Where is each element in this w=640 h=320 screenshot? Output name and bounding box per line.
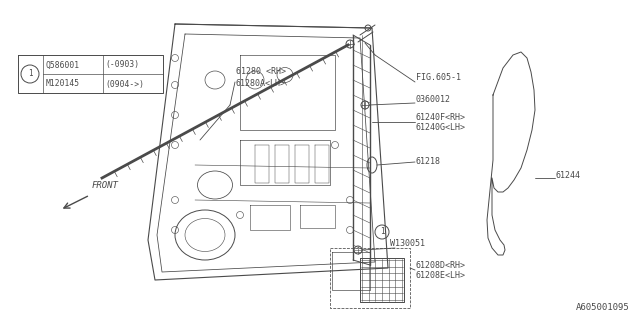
Text: FIG.605-1: FIG.605-1 [416,74,461,83]
Text: FRONT: FRONT [92,180,119,189]
Text: 61240G<LH>: 61240G<LH> [416,124,466,132]
Text: A605001095: A605001095 [576,303,630,312]
Text: Q586001: Q586001 [46,60,80,69]
Text: 61218: 61218 [416,157,441,166]
Text: 61208E<LH>: 61208E<LH> [416,271,466,281]
Text: 61280 <RH>: 61280 <RH> [236,68,286,76]
Text: 61280A<LH>: 61280A<LH> [236,78,286,87]
Text: 61208D<RH>: 61208D<RH> [416,260,466,269]
Text: 1: 1 [28,69,32,78]
Text: 1: 1 [380,228,384,236]
Text: M120145: M120145 [46,79,80,89]
Text: (-0903): (-0903) [105,60,139,69]
Text: 0360012: 0360012 [416,95,451,105]
Text: W130051: W130051 [390,238,425,247]
Text: (0904->): (0904->) [105,79,144,89]
Text: 61244: 61244 [556,171,581,180]
Text: 61240F<RH>: 61240F<RH> [416,114,466,123]
